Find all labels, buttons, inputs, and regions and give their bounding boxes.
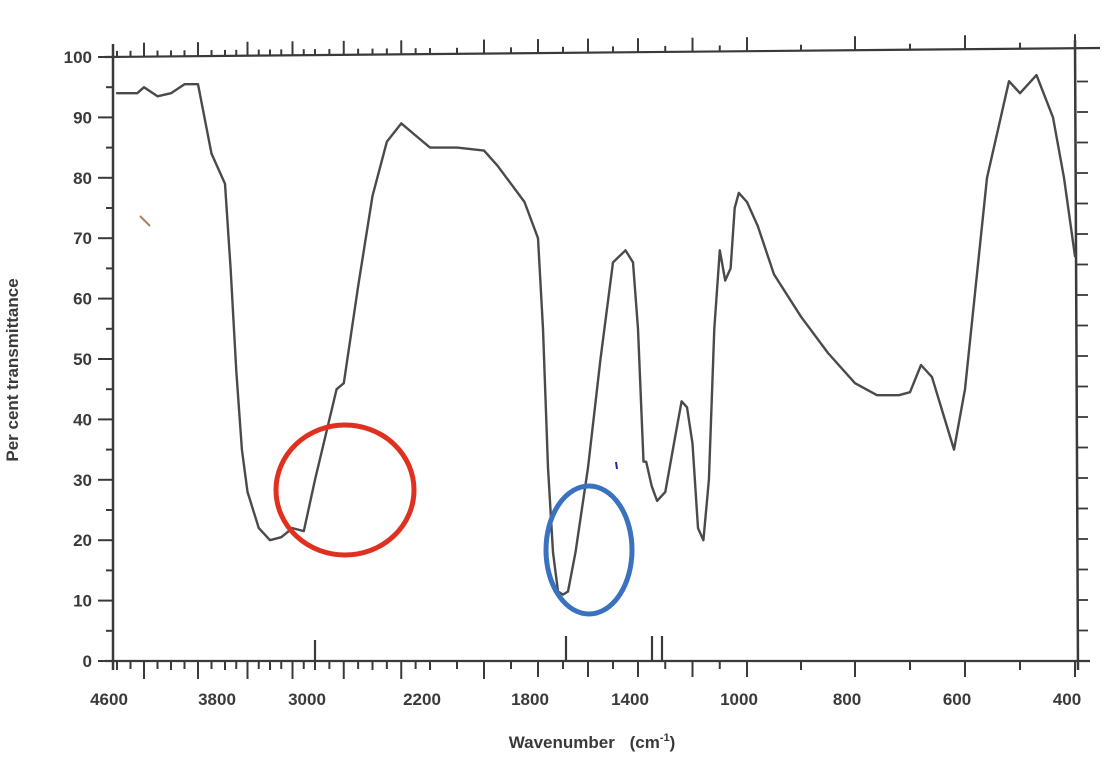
plot-frame [104,39,1101,671]
red-circle-annotation [273,422,417,558]
blue-ellipse-annotation [543,483,635,617]
y-tick-label: 0 [83,652,92,671]
x-axis-title: Wavenumber (cm-1) [509,732,676,752]
right-axis-line [1073,39,1080,671]
y-axis-title: Per cent transmittance [3,278,22,461]
y-tick-label: 30 [73,471,92,490]
x-axis-title-close: ) [670,733,676,752]
x-axis-title-main: Wavenumber [509,733,616,752]
x-tick-label: 3800 [198,690,236,709]
spectrum-line [115,73,1077,596]
x-axis-title-sup: -1 [660,732,670,744]
x-axis: 4600 3800 3000 2200 1800 1400 1000 800 600 400 [90,636,1081,709]
stray-mark [139,215,151,227]
x-tick-label: 1000 [720,690,758,709]
y-tick-label: 90 [73,108,92,127]
y-tick-label: 10 [73,592,92,611]
y-axis: 0 10 20 30 40 50 60 70 80 90 100 [64,48,113,671]
y-tick-label: 40 [73,410,92,429]
stray-blue-mark [615,461,618,470]
x-tick-label: 3000 [288,690,326,709]
y-tick-label: 60 [73,290,92,309]
y-tick-label: 100 [64,48,92,67]
x-tick-label: 400 [1053,690,1081,709]
right-axis-ticks [1077,80,1088,632]
x-tick-label: 600 [943,690,971,709]
top-axis-ticks [116,34,1076,57]
top-axis-line [104,46,1101,59]
x-tick-label: 1800 [511,690,549,709]
y-tick-label: 20 [73,531,92,550]
y-tick-label: 50 [73,350,92,369]
y-tick-label: 70 [73,229,92,248]
x-tick-label: 4600 [90,690,128,709]
x-tick-label: 800 [833,690,861,709]
x-tick-label: 1400 [611,690,649,709]
y-tick-label: 80 [73,169,92,188]
x-tick-label: 2200 [403,690,441,709]
x-axis-title-unit: (cm [630,733,660,752]
